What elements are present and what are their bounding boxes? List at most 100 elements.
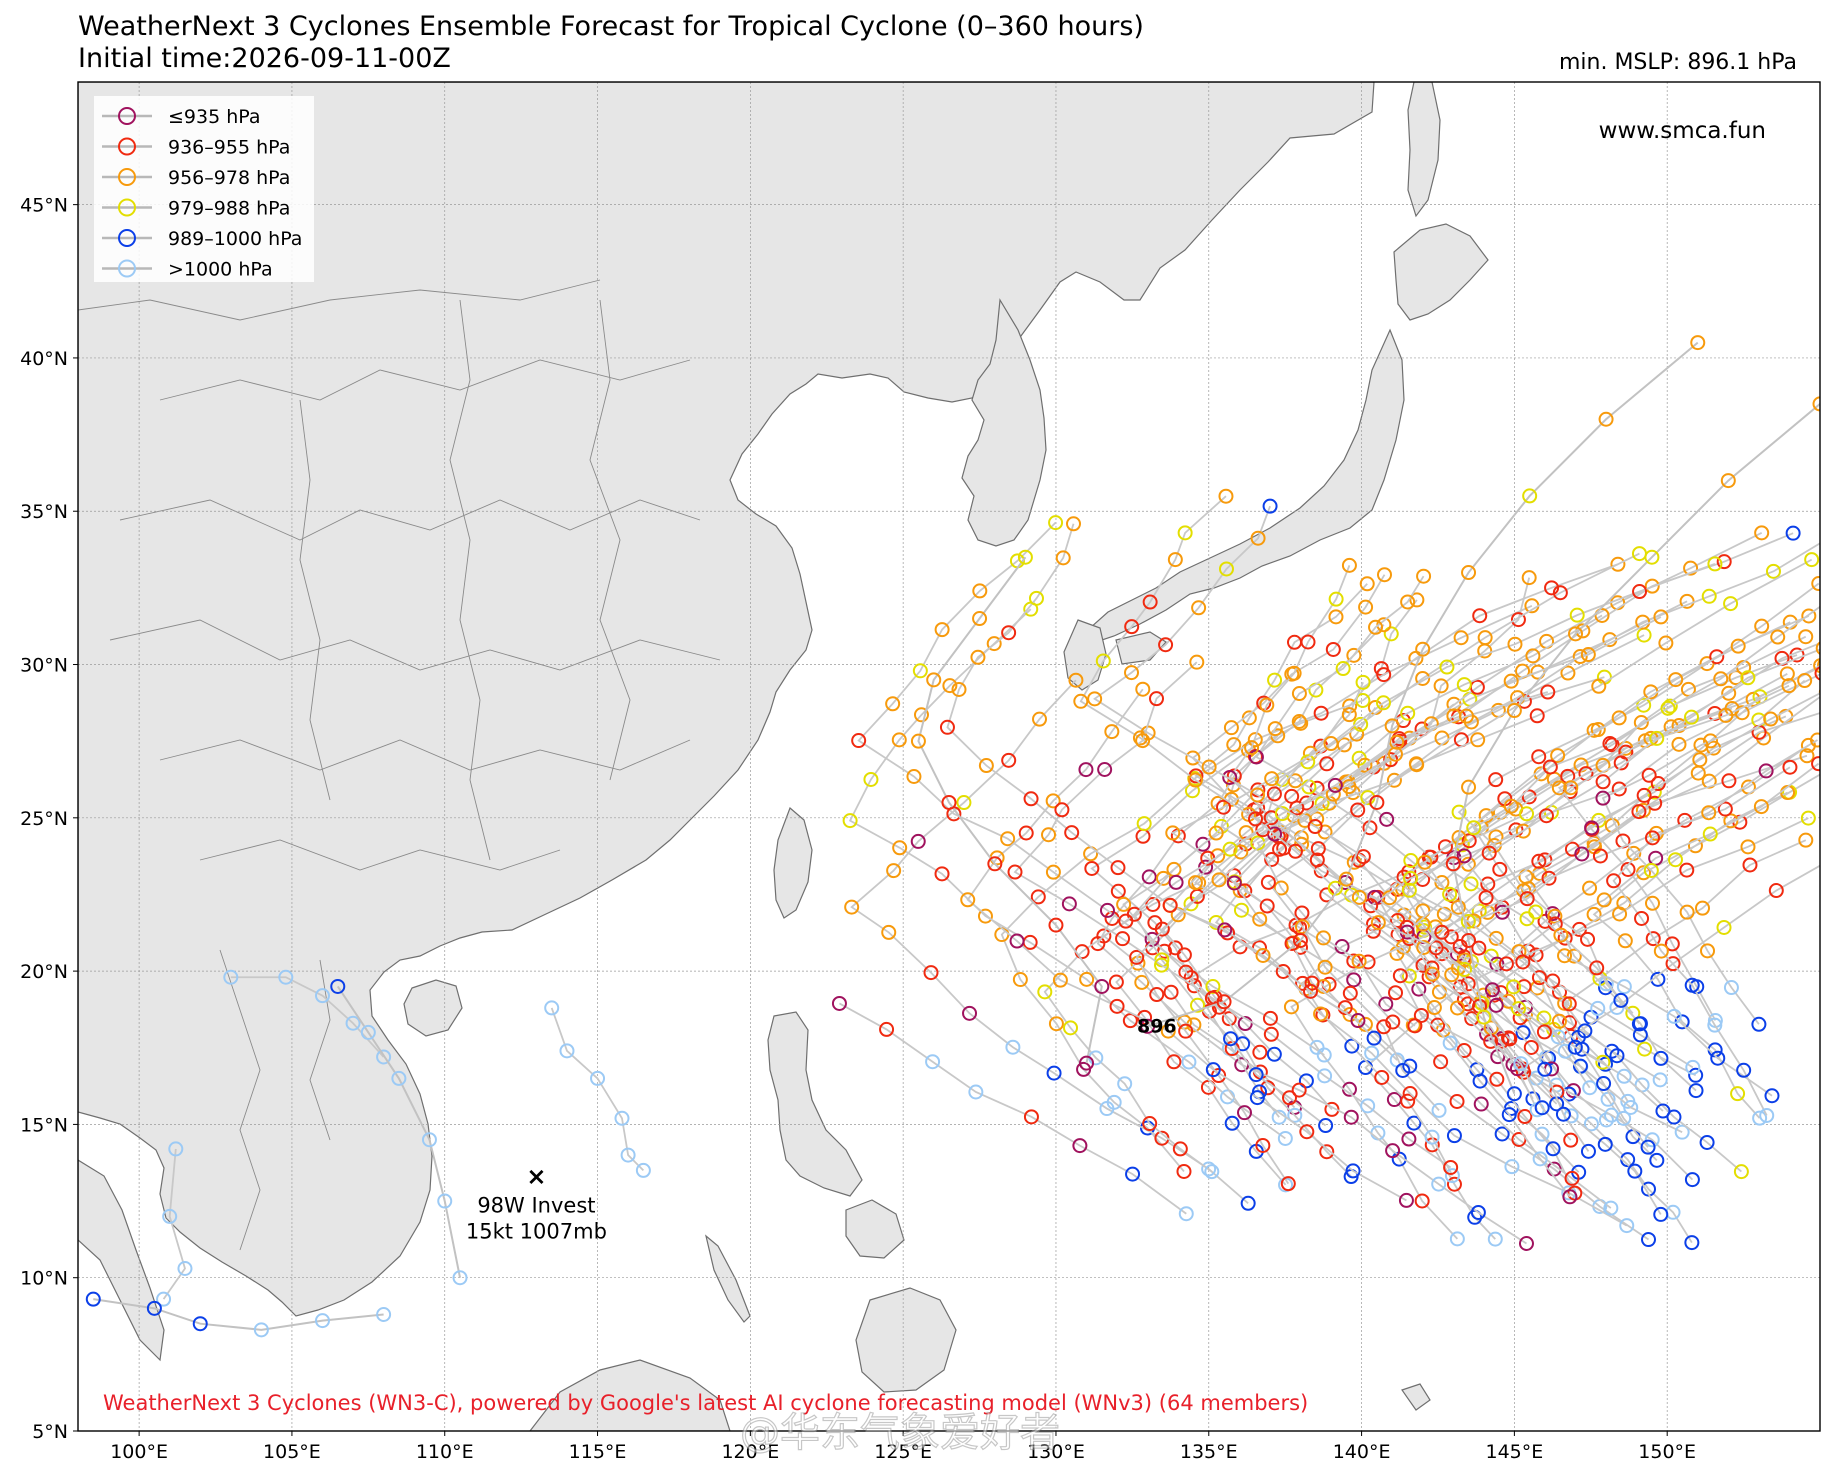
- ensemble-track-point: [1345, 1163, 1361, 1179]
- ensemble-track-point: [1122, 1013, 1138, 1029]
- ensemble-track-point: [1370, 915, 1386, 931]
- ensemble-track-point: [1492, 861, 1508, 877]
- ensemble-track-point: [1385, 1014, 1401, 1030]
- ensemble-track-point: [1753, 799, 1769, 815]
- ensemble-track-point: [1376, 667, 1392, 683]
- ensemble-track-point: [1444, 1168, 1460, 1184]
- track-point: [926, 672, 942, 688]
- ensemble-track-line: [1194, 681, 1612, 1209]
- ensemble-track-point: [1466, 820, 1482, 836]
- ensemble-track-point: [1703, 733, 1719, 749]
- ensemble-track-point: [345, 1015, 361, 1031]
- ensemble-track-point: [1758, 763, 1774, 779]
- ensemble-track-point: [1700, 943, 1716, 959]
- ensemble-track-line: [1000, 604, 1533, 1173]
- ensemble-track-line: [1495, 744, 1809, 1161]
- ensemble-track-point: [1830, 588, 1834, 601]
- ensemble-track-point: [1400, 1093, 1416, 1109]
- ensemble-track-point: [1318, 1118, 1334, 1134]
- ensemble-track-point: [1342, 985, 1358, 1001]
- ensemble-track-point: [1355, 849, 1371, 865]
- ensemble-track-point: [1351, 953, 1367, 969]
- ensemble-track-point: [1633, 715, 1649, 731]
- ensemble-track-point: [1291, 713, 1307, 729]
- lat-tick-label: 5°N: [32, 1421, 68, 1443]
- ensemble-track-point: [1223, 1031, 1239, 1047]
- ensemble-track-point: [1439, 659, 1455, 675]
- ensemble-track-point: [1055, 550, 1071, 566]
- ensemble-track-point: [1364, 1045, 1380, 1061]
- ensemble-track-point: [1250, 530, 1266, 546]
- ensemble-track-point: [1684, 977, 1700, 993]
- ensemble-track-point: [1502, 1031, 1518, 1047]
- land-visayas: [845, 1199, 905, 1259]
- ensemble-track-point: [1817, 659, 1820, 672]
- track-point: [1476, 1009, 1492, 1025]
- ensemble-track-point: [1124, 665, 1140, 681]
- ensemble-track-point: [1764, 1088, 1780, 1104]
- ensemble-track-point: [1383, 626, 1399, 642]
- ensemble-track-point: [910, 833, 926, 849]
- ensemble-track-point: [1557, 948, 1573, 964]
- ensemble-track-point: [1313, 705, 1329, 721]
- ensemble-track-line: [850, 679, 1249, 1204]
- ensemble-track-point: [1357, 757, 1373, 773]
- ensemble-track-point: [1266, 1046, 1282, 1062]
- ensemble-track-point: [1411, 981, 1427, 997]
- legend-box: [94, 96, 314, 282]
- ensemble-track-point: [1344, 1038, 1360, 1054]
- ensemble-track-point: [1385, 1143, 1401, 1159]
- ensemble-track-point: [1136, 816, 1152, 832]
- ensemble-track-point: [590, 1070, 606, 1086]
- track-point: [910, 733, 926, 749]
- ensemble-track-point: [1388, 985, 1404, 1001]
- ensemble-track-point: [1674, 1124, 1690, 1140]
- ensemble-track-point: [1534, 1100, 1550, 1116]
- ensemble-track-line: [848, 608, 1286, 1140]
- track-line: [336, 985, 461, 1278]
- ensemble-track-point: [1267, 721, 1283, 737]
- ensemble-track-line: [1043, 691, 1549, 1173]
- ensemble-track-point: [1023, 1109, 1039, 1125]
- map-frame: [77, 81, 1821, 1432]
- ensemble-track-point: [1341, 557, 1357, 573]
- ensemble-track-point: [1610, 556, 1626, 572]
- ensemble-track-point: [1178, 1206, 1194, 1222]
- land-malay: [78, 1159, 165, 1362]
- lat-tick-label: 45°N: [20, 195, 68, 217]
- track-point: [1292, 932, 1308, 948]
- ensemble-track-point: [1647, 795, 1663, 811]
- ensemble-track-point: [1507, 636, 1523, 652]
- ensemble-track-point: [1751, 1016, 1767, 1032]
- track-point: [1216, 994, 1232, 1010]
- track-point: [1568, 626, 1584, 642]
- ensemble-track-point: [1298, 1073, 1314, 1089]
- ensemble-track-point: [1319, 756, 1335, 772]
- ensemble-track-point: [1001, 625, 1017, 641]
- land-palawan: [705, 1234, 751, 1323]
- ensemble-track-point: [1319, 1144, 1335, 1160]
- land-taiwan: [773, 806, 813, 919]
- ensemble-track-point: [1294, 919, 1310, 935]
- ensemble-track-point: [960, 892, 976, 908]
- ensemble-track-point: [1811, 756, 1820, 772]
- ensemble-track-point: [1266, 786, 1282, 802]
- ensemble-track-point: [1335, 661, 1351, 677]
- ensemble-track-point: [1446, 1128, 1462, 1144]
- ensemble-track-point: [1472, 608, 1488, 624]
- ensemble-track-point: [1351, 889, 1367, 905]
- ensemble-track-point: [1644, 578, 1660, 594]
- ensemble-track-point: [1707, 556, 1723, 572]
- ensemble-track-point: [1431, 1102, 1447, 1118]
- ensemble-track-line: [1301, 673, 1820, 1177]
- map-title: WeatherNext 3 Cyclones Ensemble Forecast…: [78, 11, 1144, 42]
- ensemble-track-point: [912, 663, 928, 679]
- ensemble-track-point: [1433, 678, 1449, 694]
- ensemble-track-point: [1416, 568, 1432, 584]
- ensemble-track-point: [1346, 953, 1362, 969]
- ensemble-track-point: [376, 1049, 392, 1065]
- ensemble-track-line: [1168, 706, 1628, 1227]
- ensemble-track-point: [885, 696, 901, 712]
- ensemble-track-point: [1355, 692, 1371, 708]
- website-label: www.smca.fun: [1599, 118, 1766, 144]
